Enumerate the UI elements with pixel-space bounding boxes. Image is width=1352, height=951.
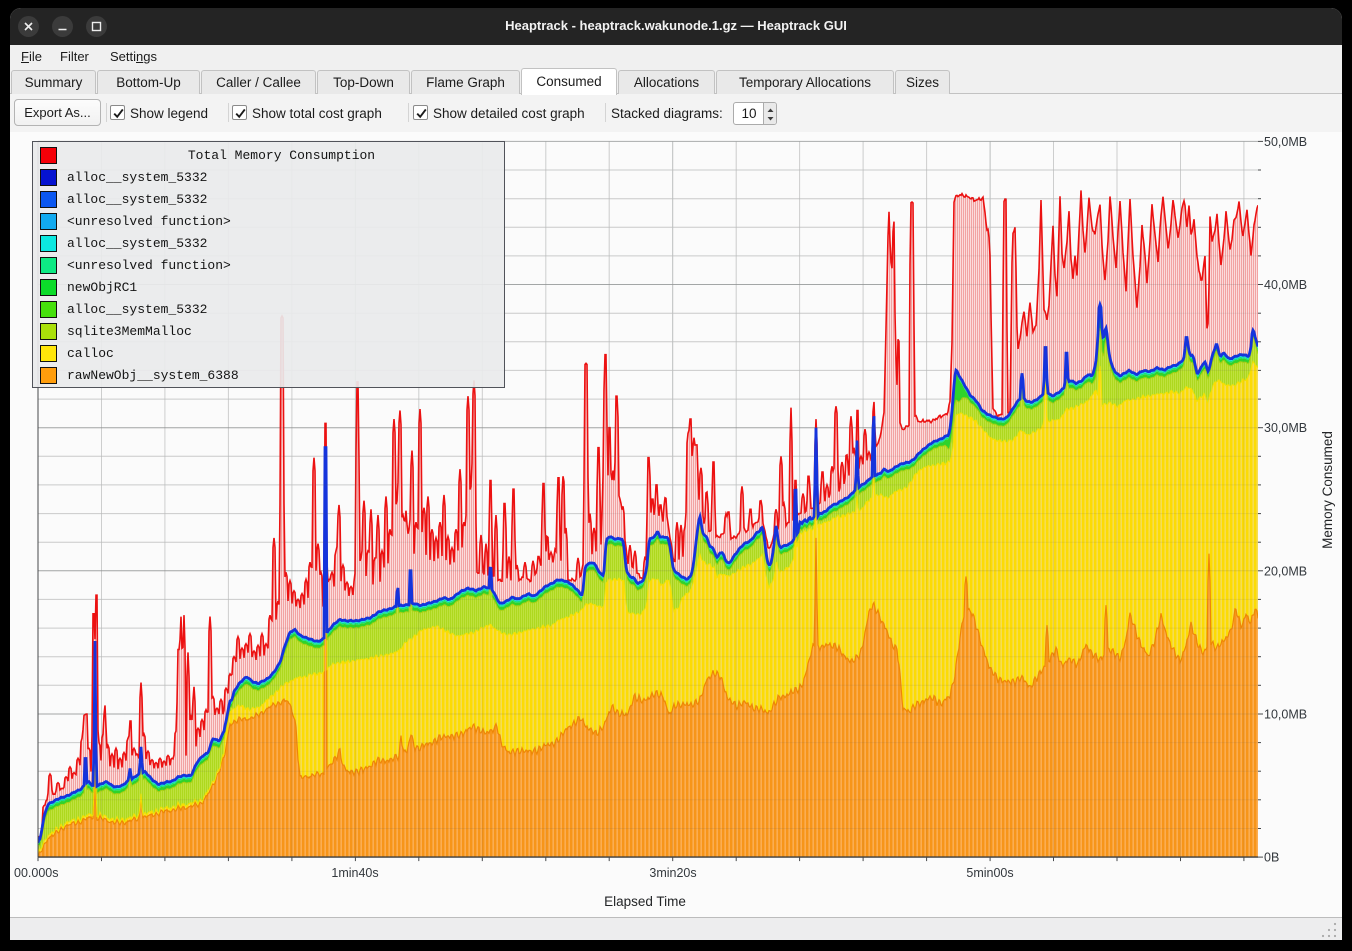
svg-text:Memory Consumed: Memory Consumed [1320,431,1335,549]
svg-text:1min40s: 1min40s [331,866,378,880]
svg-text:0B: 0B [1264,851,1279,865]
svg-text:40,0MB: 40,0MB [1264,278,1307,292]
svg-text:10,0MB: 10,0MB [1264,708,1307,722]
svg-text:30,0MB: 30,0MB [1264,421,1307,435]
svg-text:5min00s: 5min00s [966,866,1013,880]
svg-text:50,0MB: 50,0MB [1264,135,1307,149]
svg-text:Elapsed Time: Elapsed Time [604,894,686,909]
svg-text:00.000s: 00.000s [14,866,58,880]
svg-text:20,0MB: 20,0MB [1264,564,1307,578]
svg-text:3min20s: 3min20s [649,866,696,880]
